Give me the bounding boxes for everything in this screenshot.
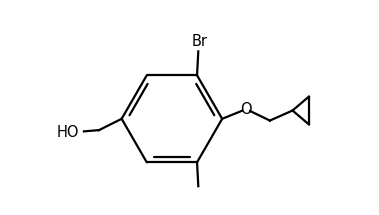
Text: O: O [240,102,252,117]
Text: Br: Br [191,34,208,49]
Text: HO: HO [56,125,79,140]
